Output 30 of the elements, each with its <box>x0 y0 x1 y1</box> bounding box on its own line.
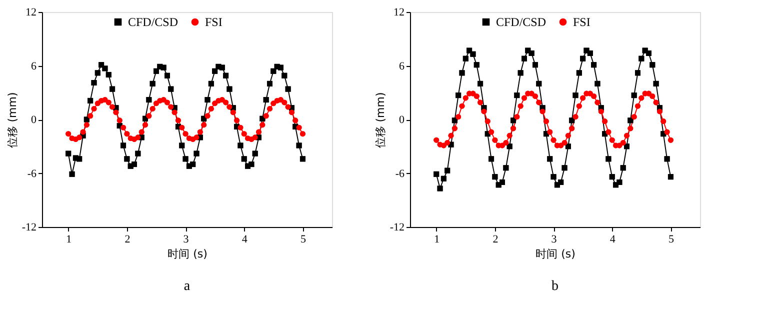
y-tick-label: 0 <box>399 114 405 126</box>
y-tick-label: -6 <box>395 168 405 180</box>
y-tick-label: 6 <box>399 60 405 72</box>
text: a <box>184 279 191 294</box>
legend-label: CFD/CSD <box>496 15 546 29</box>
y-tick-label: -6 <box>27 168 37 180</box>
x-tick-label: 1 <box>66 234 72 246</box>
x-tick-label: 4 <box>610 234 616 246</box>
y-tick-label: -12 <box>22 222 36 234</box>
x-tick-label: 5 <box>668 234 674 246</box>
y-tick-label: -12 <box>390 222 404 234</box>
y-tick-label: 6 <box>31 60 37 72</box>
legend-label: FSI <box>573 15 590 29</box>
x-tick-label: 1 <box>434 234 440 246</box>
x-axis-title: 时间 (s) <box>536 248 576 260</box>
x-tick-label: 4 <box>242 234 248 246</box>
x-axis-title: 时间 (s) <box>168 248 208 260</box>
x-tick-label: 2 <box>492 234 498 246</box>
text: b <box>552 279 558 294</box>
x-tick-label: 5 <box>300 234 306 246</box>
x-tick-label: 3 <box>183 234 190 246</box>
y-axis-title: 位移 (mm) <box>374 92 387 148</box>
y-tick-label: 0 <box>31 114 37 126</box>
legend-label: FSI <box>205 15 222 29</box>
x-tick-label: 2 <box>124 234 130 246</box>
y-tick-label: 12 <box>394 6 404 18</box>
y-axis-title: 位移 (mm) <box>6 92 19 148</box>
x-tick-label: 3 <box>551 234 558 246</box>
y-tick-label: 12 <box>26 6 36 18</box>
legend-label: CFD/CSD <box>128 15 178 29</box>
